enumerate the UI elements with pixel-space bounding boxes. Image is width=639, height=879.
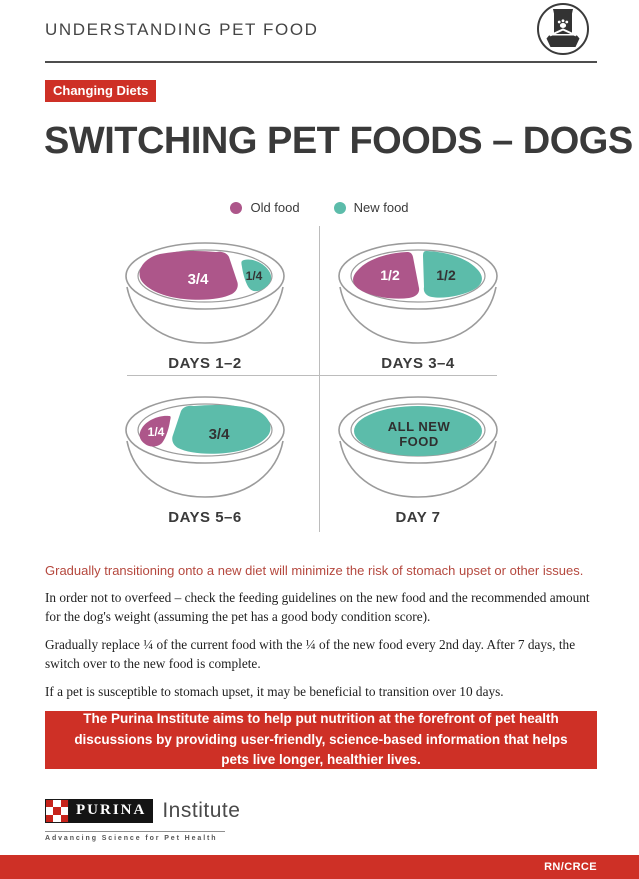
purina-wordmark: PURINA (69, 799, 154, 823)
body-copy: In order not to overfeed – check the fee… (45, 589, 600, 710)
page-header-title: UNDERSTANDING PET FOOD (45, 20, 319, 39)
bowl-diagram-days-5-6: 1/4 3/4 DAYS 5–6 (120, 394, 290, 526)
doc-code: RN/CRCE (544, 861, 597, 873)
bowl-illustration: 3/4 1/4 (125, 242, 285, 344)
bowl-label: DAYS 5–6 (168, 509, 242, 526)
old-food-portion (139, 415, 171, 447)
new-food-portion (354, 406, 482, 456)
purina-checkerboard-icon (45, 799, 69, 823)
body-paragraph: In order not to overfeed – check the fee… (45, 590, 590, 624)
body-paragraph: Gradually replace ¼ of the current food … (45, 636, 576, 671)
old-food-dot-icon (230, 201, 243, 214)
header-divider (45, 61, 597, 63)
legend-item-old-food: Old food (230, 200, 300, 215)
bowl-label: DAYS 1–2 (168, 355, 242, 372)
purina-institute-logo: PURINA Institute (45, 799, 240, 823)
legend-label-old-food: Old food (250, 200, 300, 215)
page-title: SWITCHING PET FOODS – DOGS (44, 120, 633, 162)
bowl-diagram-days-3-4: 1/2 1/2 DAYS 3–4 (333, 240, 503, 372)
legend: Old food New food (0, 200, 639, 215)
section-badge: Changing Diets (45, 80, 157, 102)
body-paragraph: If a pet is susceptible to stomach upset… (45, 683, 504, 699)
bowl-illustration: ALL NEW FOOD (338, 396, 498, 498)
footer-bar: RN/CRCE (0, 855, 639, 879)
grid-divider-horizontal (127, 375, 497, 376)
old-fraction-label: 1/2 (380, 267, 400, 283)
all-new-food-label-line2: FOOD (399, 434, 439, 449)
old-fraction-label: 1/4 (148, 425, 165, 439)
grid-divider-vertical (319, 226, 320, 532)
old-food-portion (139, 250, 238, 300)
institute-wordmark: Institute (162, 799, 241, 822)
callout-text: The Purina Institute aims to help put nu… (74, 710, 568, 768)
legend-item-new-food: New food (333, 200, 409, 215)
new-food-portion (423, 251, 482, 298)
new-fraction-label: 1/2 (436, 267, 456, 283)
pet-food-icon (537, 3, 589, 55)
bowl-illustration: 1/2 1/2 (338, 242, 498, 344)
callout-box: The Purina Institute aims to help put nu… (45, 711, 597, 769)
bowl-label: DAYS 3–4 (381, 355, 455, 372)
new-food-portion (172, 404, 271, 454)
new-fraction-label: 3/4 (209, 426, 231, 443)
legend-label-new-food: New food (353, 200, 409, 215)
old-food-portion (353, 252, 420, 299)
all-new-food-label-line1: ALL NEW (388, 419, 451, 434)
new-food-dot-icon (333, 201, 346, 214)
footer-divider (45, 831, 225, 832)
bowl-diagram-day-7: ALL NEW FOOD DAY 7 (333, 394, 503, 526)
old-fraction-label: 3/4 (188, 271, 210, 288)
highlight-text: Gradually transitioning onto a new diet … (45, 563, 584, 578)
footer-tagline: Advancing Science for Pet Health (45, 835, 218, 842)
bowl-illustration: 1/4 3/4 (125, 396, 285, 498)
new-fraction-label: 1/4 (246, 269, 263, 283)
new-food-portion (241, 259, 272, 292)
bowl-label: DAY 7 (395, 509, 441, 526)
bowl-diagram-days-1-2: 3/4 1/4 DAYS 1–2 (120, 240, 290, 372)
